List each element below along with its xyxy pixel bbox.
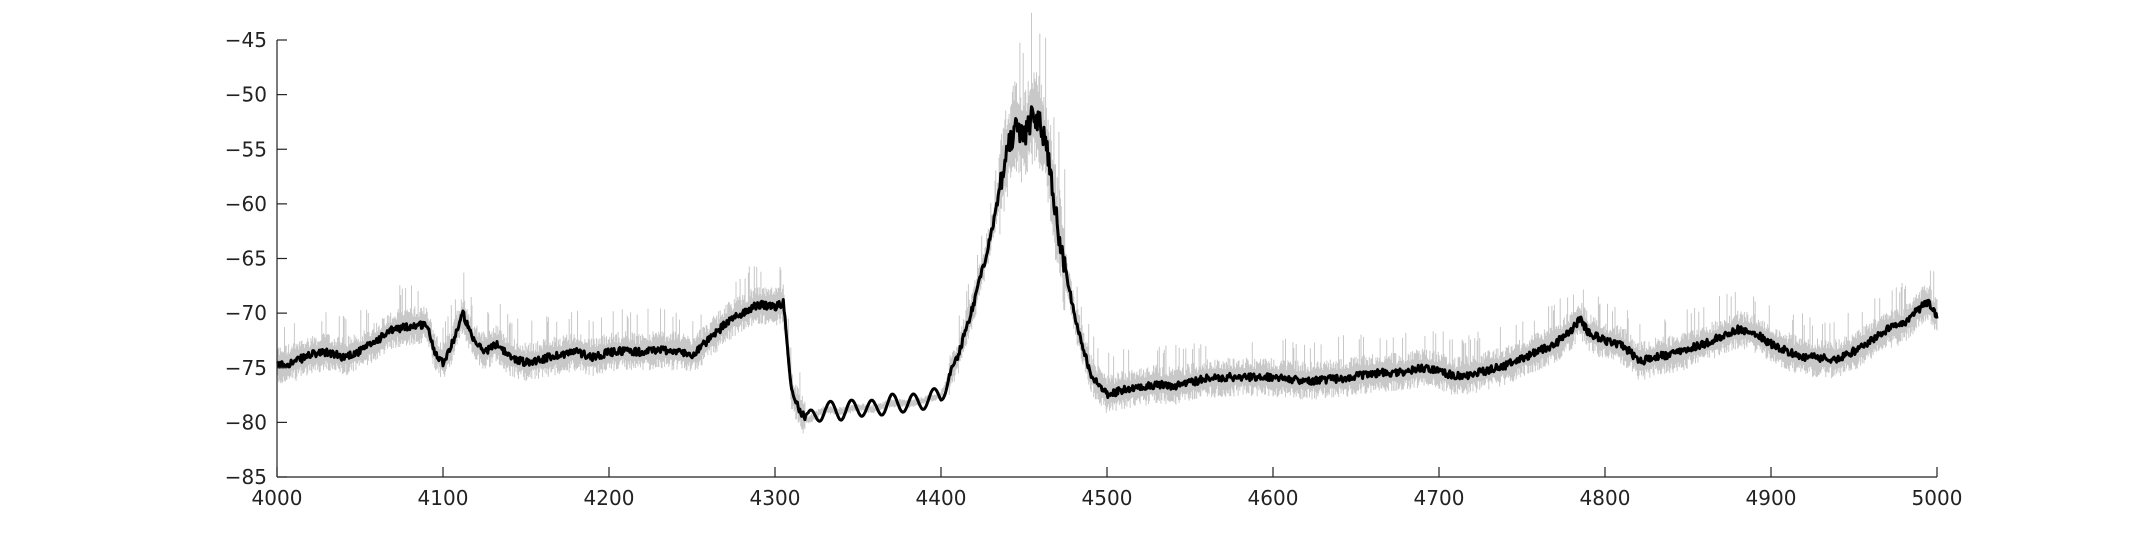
x-tick-label: 4000 (252, 486, 303, 510)
x-tick-label: 4400 (916, 486, 967, 510)
y-tick-label: −45 (225, 28, 267, 52)
y-tick-label: −55 (225, 137, 267, 161)
x-tick-label: 4700 (1414, 486, 1465, 510)
x-tick-label: 4200 (584, 486, 635, 510)
noise-band (276, 12, 1938, 434)
y-tick-label: −85 (225, 465, 267, 489)
x-tick-label: 5000 (1912, 486, 1963, 510)
noise-band-path (276, 12, 1938, 434)
x-tick-label: 4300 (750, 486, 801, 510)
y-tick-label: −80 (225, 410, 267, 434)
x-tick-label: 4500 (1082, 486, 1133, 510)
y-tick-label: −65 (225, 247, 267, 271)
x-tick-label: 4900 (1746, 486, 1797, 510)
series-line (276, 105, 1939, 423)
y-tick-label: −75 (225, 356, 267, 380)
y-tick-label: −60 (225, 192, 267, 216)
x-tick-label: 4600 (1248, 486, 1299, 510)
y-tick-label: −70 (225, 301, 267, 325)
y-tick-label: −50 (225, 83, 267, 107)
x-tick-label: 4100 (418, 486, 469, 510)
x-tick-label: 4800 (1580, 486, 1631, 510)
mean-series (276, 105, 1939, 423)
